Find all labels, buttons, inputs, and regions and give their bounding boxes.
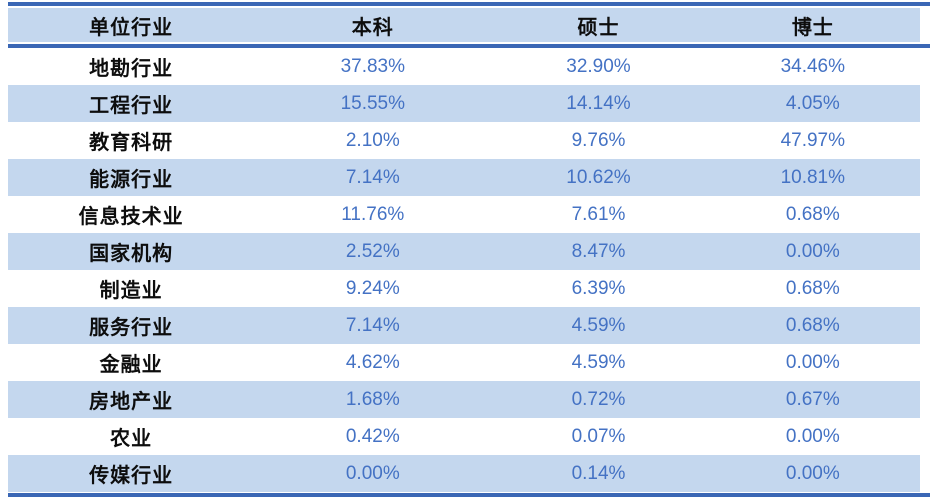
- cell-value: 47.97%: [780, 129, 846, 151]
- header-bottom-rule: [8, 44, 930, 48]
- cell-value: 4.62%: [345, 351, 400, 373]
- cell-value: 0.68%: [785, 277, 840, 299]
- cell-value: 0.00%: [785, 462, 840, 484]
- row-label: 国家机构: [89, 243, 174, 265]
- cell-value: 10.81%: [780, 166, 846, 188]
- cell-value: 0.72%: [571, 388, 626, 410]
- degree-by-industry-table: 单位行业 本科 硕士 博士 地勘行业 37.83% 32.90% 34.46% 工程行业 15.…: [8, 2, 930, 497]
- row-label: 传媒行业: [89, 465, 174, 487]
- cell-value: 37.83%: [340, 55, 406, 77]
- cell-value: 7.14%: [345, 166, 400, 188]
- table-row: 农业 0.42% 0.07% 0.00%: [8, 418, 920, 455]
- cell-value: 1.68%: [345, 388, 400, 410]
- cell-value: 15.55%: [340, 92, 406, 114]
- row-label: 房地产业: [89, 391, 174, 413]
- table-row: 工程行业 15.55% 14.14% 4.05%: [8, 85, 920, 122]
- table-top-rule: [8, 2, 930, 6]
- table-row: 制造业 9.24% 6.39% 0.68%: [8, 270, 920, 307]
- row-label: 农业: [110, 428, 153, 450]
- table-row: 传媒行业 0.00% 0.14% 0.00%: [8, 455, 920, 492]
- cell-value: 2.52%: [345, 240, 400, 262]
- cell-value: 0.07%: [571, 425, 626, 447]
- table-row: 房地产业 1.68% 0.72% 0.67%: [8, 381, 920, 418]
- cell-value: 0.00%: [345, 462, 400, 484]
- table-row: 地勘行业 37.83% 32.90% 34.46%: [8, 48, 920, 85]
- table-body: 地勘行业 37.83% 32.90% 34.46% 工程行业 15.55% 14.14% 4.…: [8, 48, 920, 492]
- cell-value: 34.46%: [780, 55, 846, 77]
- row-label: 制造业: [99, 280, 163, 302]
- cell-value: 32.90%: [566, 55, 631, 77]
- cell-value: 0.00%: [785, 351, 840, 373]
- row-label: 服务行业: [89, 317, 174, 339]
- row-label: 工程行业: [89, 95, 174, 117]
- cell-value: 11.76%: [341, 203, 405, 225]
- cell-value: 0.68%: [785, 203, 840, 225]
- cell-value: 0.42%: [345, 425, 400, 447]
- cell-value: 14.14%: [566, 92, 631, 114]
- cell-value: 0.14%: [571, 462, 626, 484]
- table-row: 国家机构 2.52% 8.47% 0.00%: [8, 233, 920, 270]
- cell-value: 8.47%: [571, 240, 626, 262]
- column-header: 本科: [351, 16, 394, 39]
- table-header-row: 单位行业 本科 硕士 博士: [8, 8, 920, 42]
- table-row: 服务行业 7.14% 4.59% 0.68%: [8, 307, 920, 344]
- cell-value: 9.76%: [571, 129, 626, 151]
- cell-value: 10.62%: [566, 166, 631, 188]
- table-bottom-rule: [8, 493, 930, 497]
- cell-value: 0.00%: [785, 425, 840, 447]
- cell-value: 7.14%: [345, 314, 400, 336]
- table-row: 金融业 4.62% 4.59% 0.00%: [8, 344, 920, 381]
- table-row: 信息技术业 11.76% 7.61% 0.68%: [8, 196, 920, 233]
- cell-value: 0.67%: [785, 388, 840, 410]
- column-header: 博士: [791, 16, 834, 39]
- cell-value: 9.24%: [345, 277, 400, 299]
- table-row: 能源行业 7.14% 10.62% 10.81%: [8, 159, 920, 196]
- cell-value: 2.10%: [345, 129, 400, 151]
- cell-value: 4.05%: [785, 92, 840, 114]
- cell-value: 0.00%: [785, 240, 840, 262]
- column-header: 单位行业: [89, 16, 174, 39]
- cell-value: 0.68%: [785, 314, 840, 336]
- column-header: 硕士: [577, 16, 620, 39]
- row-label: 能源行业: [89, 169, 174, 191]
- row-label: 信息技术业: [78, 206, 184, 228]
- cell-value: 4.59%: [571, 351, 626, 373]
- row-label: 金融业: [99, 354, 163, 376]
- cell-value: 6.39%: [571, 277, 626, 299]
- cell-value: 7.61%: [571, 203, 626, 225]
- row-label: 教育科研: [89, 132, 174, 154]
- cell-value: 4.59%: [571, 314, 626, 336]
- table-row: 教育科研 2.10% 9.76% 47.97%: [8, 122, 920, 159]
- row-label: 地勘行业: [89, 58, 174, 80]
